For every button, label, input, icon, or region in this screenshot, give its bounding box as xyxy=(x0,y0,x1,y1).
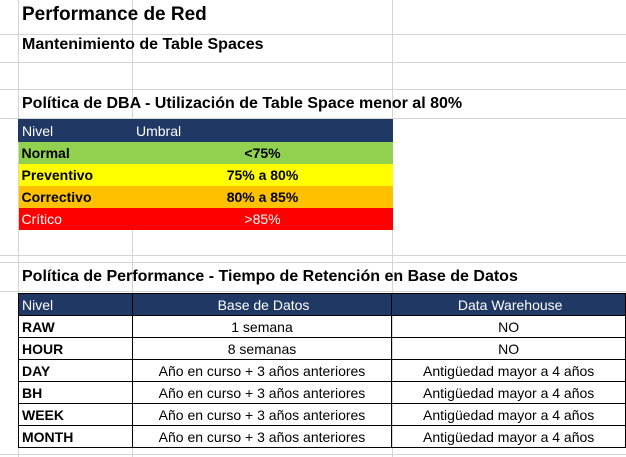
cell-base-de-datos[interactable]: Año en curso + 3 años anteriores xyxy=(131,381,393,404)
table-row: WEEK Año en curso + 3 años anteriores An… xyxy=(18,403,626,426)
table-row: Normal <75% xyxy=(18,141,393,164)
table-row: DAY Año en curso + 3 años anteriores Ant… xyxy=(18,359,626,382)
cell-base-de-datos[interactable]: 1 semana xyxy=(131,315,393,338)
table-row: Preventivo 75% a 80% xyxy=(18,163,393,186)
table-header-row: Nivel Base de Datos Data Warehouse xyxy=(18,293,626,316)
cell-umbral[interactable]: >85% xyxy=(132,207,393,230)
table-row: RAW 1 semana NO xyxy=(18,315,626,338)
dba-threshold-table: Nivel Umbral Normal <75% Preventivo 75% … xyxy=(18,119,393,230)
cell-data-warehouse[interactable]: Antigüedad mayor a 4 años xyxy=(391,403,626,426)
header-umbral[interactable]: Umbral xyxy=(132,119,393,142)
cell-data-warehouse[interactable]: Antigüedad mayor a 4 años xyxy=(391,381,626,404)
cell-base-de-datos[interactable]: Año en curso + 3 años anteriores xyxy=(131,425,393,448)
dba-policy-heading: Política de DBA - Utilización de Table S… xyxy=(22,95,463,112)
cell-nivel[interactable]: Preventivo xyxy=(18,163,133,186)
header-data-warehouse[interactable]: Data Warehouse xyxy=(391,293,626,316)
page-subtitle: Mantenimiento de Table Spaces xyxy=(22,36,264,53)
table-row: Correctivo 80% a 85% xyxy=(18,185,393,208)
cell-nivel[interactable]: Correctivo xyxy=(18,185,133,208)
cell-data-warehouse[interactable]: Antigüedad mayor a 4 años xyxy=(391,359,626,382)
cell-base-de-datos[interactable]: Año en curso + 3 años anteriores xyxy=(131,359,393,382)
table-row: BH Año en curso + 3 años anteriores Anti… xyxy=(18,381,626,404)
cell-data-warehouse[interactable]: NO xyxy=(391,315,626,338)
header-base-de-datos[interactable]: Base de Datos xyxy=(131,293,393,316)
cell-umbral[interactable]: 75% a 80% xyxy=(132,163,393,186)
table-header-row: Nivel Umbral xyxy=(18,119,393,142)
table-row: HOUR 8 semanas NO xyxy=(18,337,626,360)
header-nivel[interactable]: Nivel xyxy=(18,119,133,142)
cell-nivel[interactable]: Crítico xyxy=(18,207,133,230)
cell-umbral[interactable]: 80% a 85% xyxy=(132,185,393,208)
cell-base-de-datos[interactable]: 8 semanas xyxy=(131,337,393,360)
header-nivel[interactable]: Nivel xyxy=(18,293,133,316)
cell-data-warehouse[interactable]: Antigüedad mayor a 4 años xyxy=(391,425,626,448)
cell-data-warehouse[interactable]: NO xyxy=(391,337,626,360)
cell-nivel[interactable]: HOUR xyxy=(18,337,133,360)
cell-nivel[interactable]: BH xyxy=(18,381,133,404)
cell-umbral[interactable]: <75% xyxy=(132,141,393,164)
cell-base-de-datos[interactable]: Año en curso + 3 años anteriores xyxy=(131,403,393,426)
table-row: MONTH Año en curso + 3 años anteriores A… xyxy=(18,425,626,448)
page-title: Performance de Red xyxy=(22,4,207,25)
cell-nivel[interactable]: WEEK xyxy=(18,403,133,426)
performance-policy-heading: Política de Performance - Tiempo de Rete… xyxy=(22,268,518,285)
cell-nivel[interactable]: MONTH xyxy=(18,425,133,448)
cell-nivel[interactable]: Normal xyxy=(18,141,133,164)
table-row: Crítico >85% xyxy=(18,207,393,230)
retention-table: Nivel Base de Datos Data Warehouse RAW 1… xyxy=(18,293,626,448)
cell-nivel[interactable]: RAW xyxy=(18,315,133,338)
cell-nivel[interactable]: DAY xyxy=(18,359,133,382)
